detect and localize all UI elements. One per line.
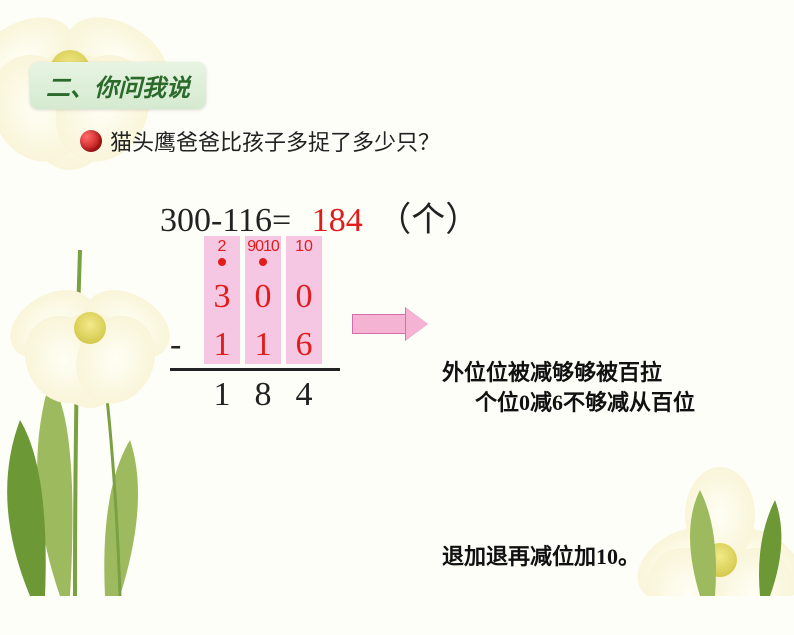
- sub-digit: 6: [286, 326, 322, 364]
- note-line-1: 个位0减6不够减从百位: [475, 390, 695, 415]
- bullet-icon: [80, 130, 102, 152]
- top-digit: 0: [286, 278, 322, 316]
- result-digit: 8: [245, 376, 281, 414]
- sub-digit: 1: [204, 326, 240, 364]
- minus-sign: -: [170, 326, 181, 364]
- top-digit: 3: [204, 278, 240, 316]
- explanation-note: 个位0减6不够减从百位 外位位被减够够被百拉 退加退再减位加10。: [442, 296, 695, 635]
- equation-unit: （个）: [377, 202, 479, 239]
- borrow-dot: [218, 258, 226, 266]
- question-row: 猫头鹰爸爸比孩子多捉了多少只？: [80, 125, 440, 157]
- sub-digit: 1: [245, 326, 281, 364]
- equation-answer: 184: [312, 202, 363, 239]
- borrow-digit: 9010: [245, 238, 281, 256]
- result-digit: 4: [286, 376, 322, 414]
- note-overlay: 外位位被减够够被百拉: [442, 358, 662, 389]
- borrow-dot: [259, 258, 267, 266]
- equation-expr: 300-116=: [160, 202, 291, 239]
- borrow-digit: 10: [286, 238, 322, 256]
- question-text: 猫头鹰爸爸比孩子多捉了多少只？: [110, 125, 440, 157]
- calc-line: [170, 368, 340, 371]
- section-heading: 二、你问我说: [30, 62, 206, 109]
- top-digit: 0: [245, 278, 281, 316]
- result-digit: 1: [204, 376, 240, 414]
- borrow-digit: 2: [204, 238, 240, 256]
- note-line-2: 退加退再减位加10。: [442, 542, 695, 573]
- equation: 300-116= 184 （个）: [160, 192, 479, 241]
